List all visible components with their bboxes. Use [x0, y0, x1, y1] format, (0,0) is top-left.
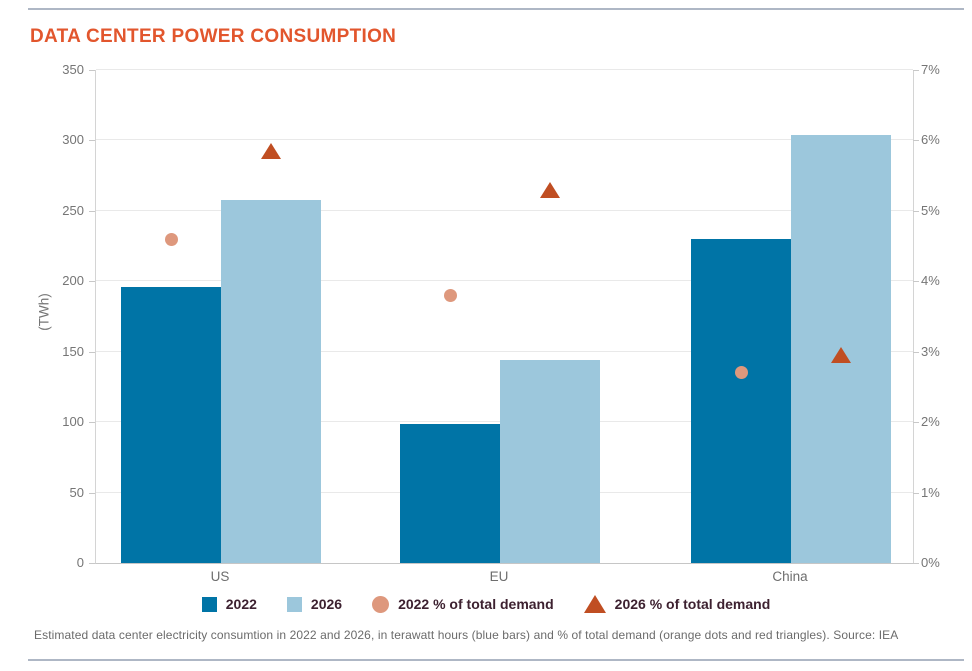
top-rule [28, 8, 964, 10]
x-axis-category-label: China [772, 569, 808, 584]
right-axis-tick-mark [913, 140, 919, 142]
left-axis-tick-label: 100 [62, 414, 84, 430]
pct-2022-dot-marker-us [164, 232, 178, 246]
left-axis-tick-mark [89, 563, 95, 564]
gridline [96, 280, 913, 282]
legend-label-2022: 2022 [225, 596, 257, 612]
legend-label-2022-pct: 2022 % of total demand [398, 596, 554, 612]
plot-area [95, 69, 914, 564]
bottom-rule [28, 659, 964, 661]
legend-label-2026: 2026 [310, 596, 343, 612]
right-axis-tick-label: 5% [921, 202, 940, 218]
bar-2022-us [121, 286, 221, 563]
left-axis-tick-mark [89, 422, 95, 424]
right-axis-tick-label: 3% [921, 343, 940, 359]
pct-2026-triangle-marker-eu [540, 181, 560, 198]
legend-swatch-2022 [201, 596, 217, 612]
page-title: DATA CENTER POWER CONSUMPTION [30, 26, 397, 47]
left-axis-tick-label: 50 [69, 484, 84, 500]
bar-2026-us [221, 199, 321, 563]
legend-item-2026-pct: 2026 % of total demand [583, 595, 771, 613]
right-axis-tick-label: 6% [921, 132, 940, 148]
legend-triangle-marker-icon [583, 595, 606, 613]
gridline [96, 350, 913, 352]
pct-2022-dot-marker-china [734, 366, 748, 380]
pct-2022-dot-marker-eu [443, 288, 457, 302]
legend-item-2026-bar: 2026 [286, 596, 343, 612]
right-axis-tick-label: 0% [921, 555, 940, 570]
left-axis-tick-mark [89, 281, 95, 283]
legend-item-2022-pct: 2022 % of total demand [372, 595, 554, 613]
pct-2026-triangle-marker-us [261, 143, 281, 159]
gridline [96, 139, 913, 141]
pct-2026-triangle-marker-china [831, 347, 851, 364]
right-axis-tick-mark [913, 492, 919, 494]
left-axis-tick-label: 150 [62, 343, 84, 359]
gridline [96, 209, 913, 211]
legend-circle-marker-icon [372, 595, 390, 613]
bar-2026-eu [500, 360, 600, 563]
right-axis-tick-mark [913, 422, 919, 424]
left-axis-tick-mark [89, 492, 95, 494]
right-axis-tick-mark [913, 351, 919, 353]
gridline [96, 69, 913, 70]
left-axis-tick-mark [89, 70, 95, 71]
left-axis-tick-label: 350 [62, 62, 84, 77]
left-axis-tick-label: 200 [62, 273, 84, 289]
bar-2022-china [691, 239, 791, 563]
left-axis-tick-mark [89, 210, 95, 212]
right-axis-tick-label: 4% [921, 273, 940, 289]
right-axis-tick-mark [913, 281, 919, 283]
right-axis-tick-mark [913, 70, 919, 71]
left-axis-tick-mark [89, 140, 95, 142]
x-axis-category-label: EU [489, 569, 509, 584]
right-axis-tick-label: 2% [921, 414, 940, 430]
left-axis-tick-label: 0 [76, 555, 84, 570]
right-axis-tick-mark [913, 563, 919, 564]
chart-legend: 2022 2026 2022 % of total demand 2026 % … [0, 591, 972, 617]
legend-item-2022-bar: 2022 [201, 596, 257, 612]
right-axis-tick-label: 7% [921, 62, 940, 77]
right-axis-tick-label: 1% [921, 484, 940, 500]
left-axis-tick-label: 300 [62, 132, 84, 148]
left-axis-tick-mark [89, 351, 95, 353]
legend-swatch-2026 [286, 596, 302, 612]
right-axis-tick-mark [913, 210, 919, 212]
left-axis-unit-label: (TWh) [36, 293, 52, 331]
x-axis-category-label: US [210, 569, 230, 584]
chart-caption: Estimated data center electricity consum… [34, 628, 899, 642]
legend-label-2026-pct: 2026 % of total demand [614, 596, 771, 612]
left-axis-tick-label: 250 [62, 202, 84, 218]
bar-2022-eu [400, 423, 500, 563]
